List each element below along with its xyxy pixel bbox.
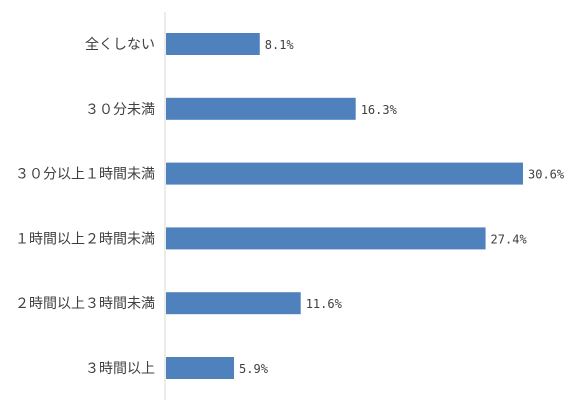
value-label-0: 8.1% [265,38,295,52]
bar-5 [166,357,235,379]
bar-1 [166,97,356,120]
category-label-0: 全くしない [85,36,155,53]
value-labels-group: 8.1% 16.3% 30.6% 27.4% 11.6% 5.9% [239,38,565,376]
category-label-3: １時間以上２時間未満 [15,231,155,247]
value-label-2: 30.6% [528,168,565,182]
category-label-2: ３０分以上１時間未満 [15,167,155,183]
value-label-1: 16.3% [361,103,398,117]
bar-3 [166,227,486,250]
category-label-4: ２時間以上３時間未満 [15,296,155,312]
bar-4 [166,292,301,315]
bar-0 [166,33,260,55]
category-label-5: ３時間以上 [85,361,155,377]
value-label-4: 11.6% [306,297,343,311]
bar-2 [166,162,523,185]
bars-group [166,33,523,379]
category-labels-group: 全くしない ３０分未満 ３０分以上１時間未満 １時間以上２時間未満 ２時間以上３時間未満… [15,36,155,377]
value-label-3: 27.4% [491,232,528,246]
value-label-5: 5.9% [239,362,269,376]
category-label-1: ３０分未満 [85,102,155,118]
